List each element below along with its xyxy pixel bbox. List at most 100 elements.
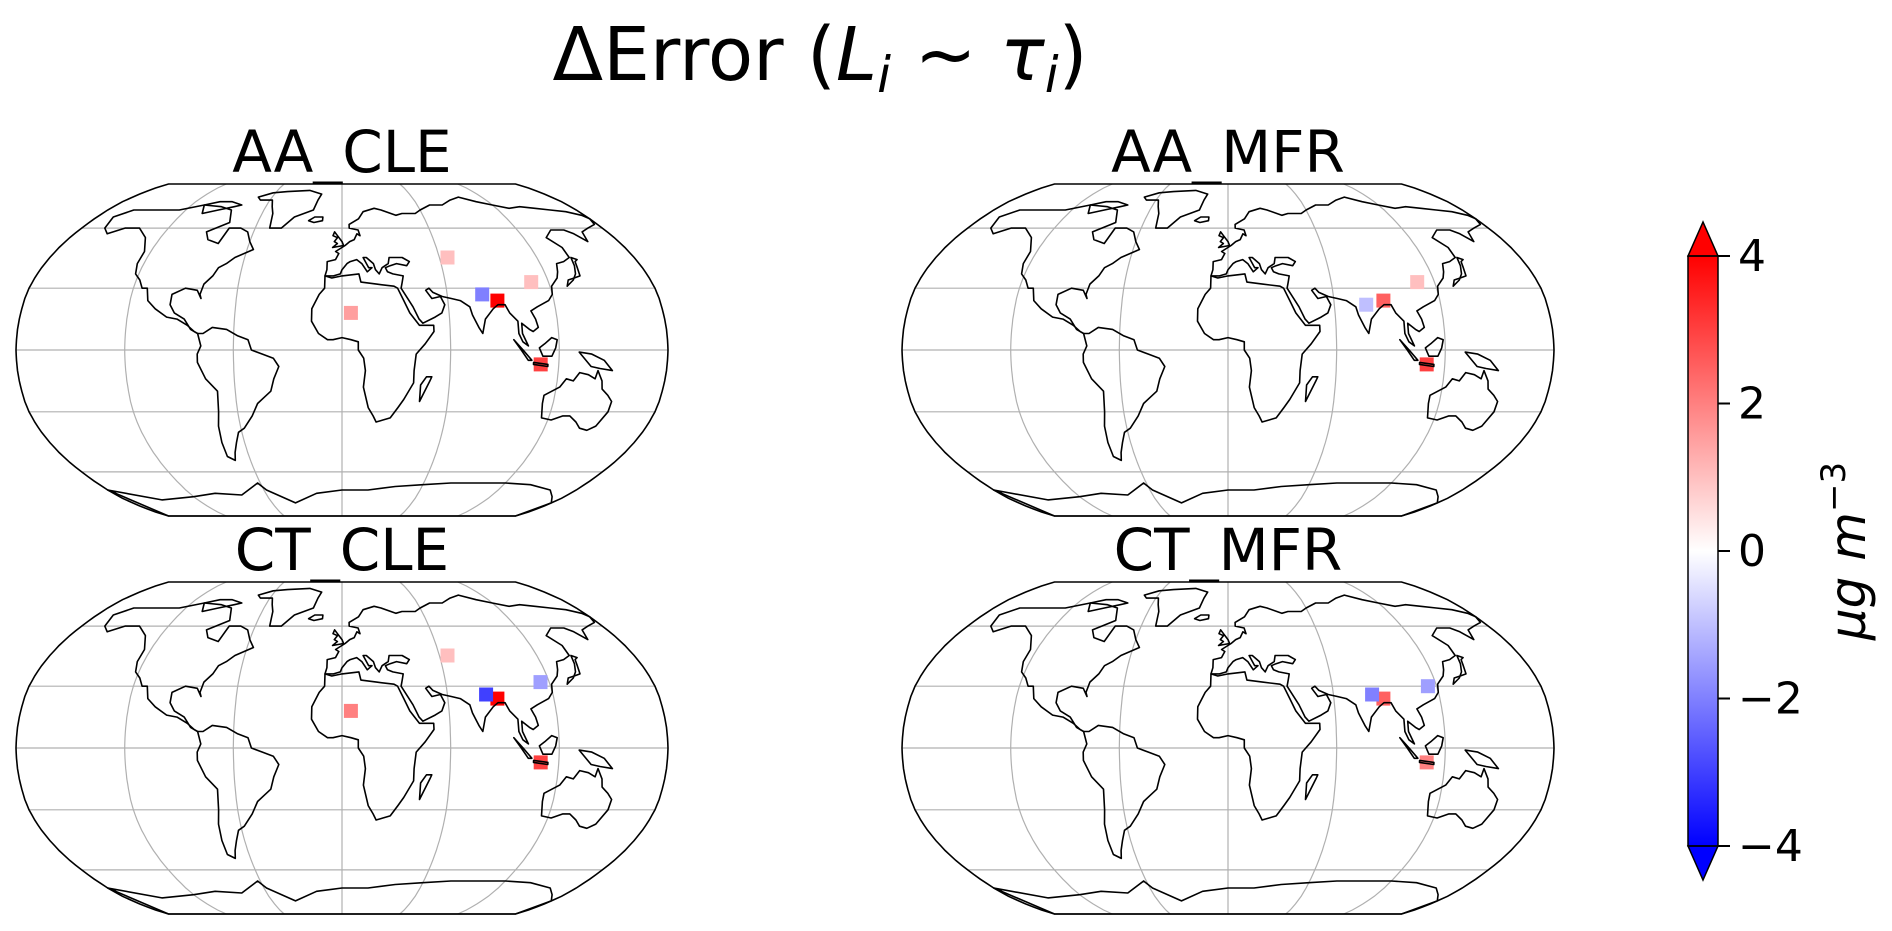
data-cell bbox=[343, 703, 358, 718]
coastline bbox=[1210, 196, 1482, 347]
coastline bbox=[1304, 376, 1319, 403]
data-cell bbox=[533, 675, 548, 690]
coastline bbox=[257, 587, 323, 627]
gridline-lon bbox=[1285, 183, 1338, 517]
data-cell bbox=[440, 648, 455, 663]
coastline bbox=[324, 594, 596, 745]
colorbar: −4 −2 0 2 4 μg m−3 bbox=[1686, 220, 1877, 882]
coastline bbox=[1196, 671, 1321, 821]
coastline bbox=[310, 671, 435, 821]
coastline bbox=[1399, 736, 1419, 760]
map-outline bbox=[15, 581, 669, 915]
gridline-lon bbox=[457, 581, 560, 915]
coastline bbox=[1193, 216, 1210, 224]
graticule bbox=[902, 581, 1554, 915]
coastline bbox=[307, 614, 324, 622]
colorbar-tick-label: −4 bbox=[1738, 821, 1803, 872]
coastline bbox=[1196, 273, 1321, 423]
colorbar-tick-label: −2 bbox=[1738, 674, 1803, 725]
coastline bbox=[513, 736, 533, 760]
coastline bbox=[1217, 231, 1231, 249]
coastline bbox=[538, 734, 558, 755]
data-cell bbox=[475, 287, 490, 302]
colorbar-tick-label: 4 bbox=[1738, 231, 1766, 282]
coastline bbox=[201, 598, 243, 613]
coastlines bbox=[104, 587, 614, 915]
map-panel-aa-cle bbox=[15, 183, 669, 517]
coastline bbox=[196, 724, 280, 860]
gridline-lon bbox=[1343, 581, 1446, 915]
coastline bbox=[992, 880, 1439, 915]
data-cell bbox=[1410, 275, 1425, 290]
gridline-lon bbox=[232, 581, 285, 915]
coastline bbox=[1418, 361, 1435, 368]
coastline bbox=[540, 767, 613, 830]
coastline bbox=[513, 338, 533, 362]
coastline bbox=[1210, 594, 1482, 745]
data-cell bbox=[1365, 687, 1380, 702]
coastline bbox=[104, 602, 255, 733]
map-panel-aa-mfr bbox=[901, 183, 1555, 517]
data-cell bbox=[479, 687, 494, 702]
coastline bbox=[1464, 749, 1500, 770]
data-cell bbox=[440, 250, 455, 265]
coastline bbox=[1082, 724, 1166, 860]
figure-title: ΔError (Li ~ τi) bbox=[553, 12, 1088, 104]
map-panel-ct-mfr bbox=[901, 581, 1555, 915]
coastline bbox=[566, 256, 581, 287]
coastline bbox=[1087, 598, 1129, 613]
coastlines bbox=[104, 189, 614, 517]
coastlines bbox=[990, 587, 1500, 915]
coastline bbox=[307, 216, 324, 224]
graticule bbox=[902, 183, 1554, 517]
coastline bbox=[201, 200, 243, 215]
coastline bbox=[331, 231, 345, 249]
graticule bbox=[16, 183, 668, 517]
coastline bbox=[1217, 629, 1231, 647]
coastline bbox=[331, 629, 345, 647]
coastline bbox=[1143, 189, 1209, 229]
coastline bbox=[1399, 338, 1419, 362]
coastline bbox=[1426, 369, 1499, 432]
gridline-lon bbox=[399, 183, 452, 517]
coastline bbox=[1087, 200, 1129, 215]
gridline-lon bbox=[1285, 581, 1338, 915]
coastline bbox=[418, 774, 433, 801]
data-cell bbox=[533, 357, 548, 372]
coastline bbox=[1452, 654, 1467, 685]
coastline bbox=[532, 361, 549, 368]
coastline bbox=[532, 759, 549, 766]
panel-title-aa-cle: AA_CLE bbox=[232, 118, 451, 186]
coastline bbox=[992, 482, 1439, 517]
coastline bbox=[990, 204, 1141, 335]
coastline bbox=[1082, 326, 1166, 462]
coastline bbox=[538, 336, 558, 357]
data-cell bbox=[1420, 679, 1435, 694]
coastline bbox=[196, 326, 280, 462]
coastline bbox=[540, 369, 613, 432]
data-cell bbox=[343, 305, 358, 320]
graticule bbox=[16, 581, 668, 915]
gridline-lon bbox=[1343, 183, 1446, 517]
data-cell bbox=[1419, 755, 1434, 770]
data-cell bbox=[524, 275, 539, 290]
coastline bbox=[257, 189, 323, 229]
coastline bbox=[1304, 774, 1319, 801]
coastline bbox=[104, 204, 255, 335]
gridline-lon bbox=[1118, 581, 1171, 915]
coastline bbox=[578, 749, 614, 770]
map-outline bbox=[15, 183, 669, 517]
coastline bbox=[106, 482, 553, 517]
gridline-lon bbox=[124, 581, 227, 915]
coastline bbox=[1464, 351, 1500, 372]
colorbar-tick-label: 0 bbox=[1738, 526, 1766, 577]
gridline-lon bbox=[1010, 183, 1113, 517]
colorbar-tick-label: 2 bbox=[1738, 379, 1766, 430]
gridline-lon bbox=[1010, 581, 1113, 915]
coastline bbox=[1424, 734, 1444, 755]
coastline bbox=[1452, 256, 1467, 287]
colorbar-gradient bbox=[1688, 256, 1718, 846]
coastline bbox=[990, 602, 1141, 733]
coastline bbox=[578, 351, 614, 372]
